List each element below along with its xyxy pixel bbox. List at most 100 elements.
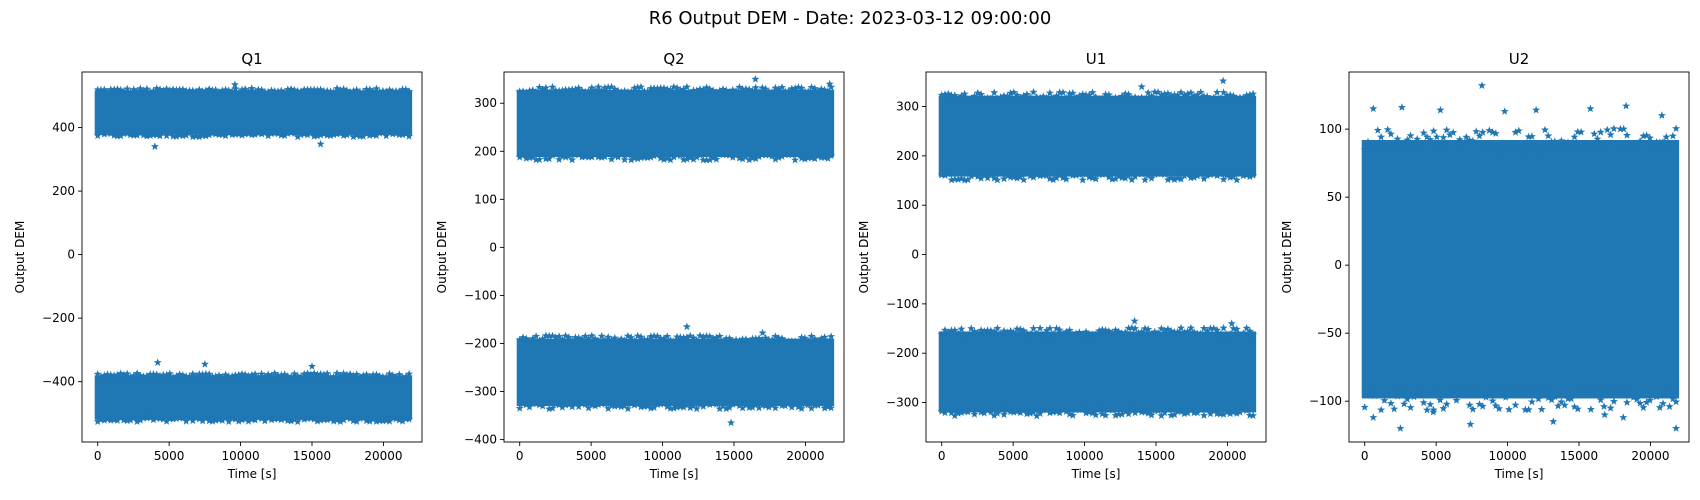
scatter-point (313, 417, 322, 425)
scatter-point (614, 153, 623, 161)
scatter-point (1137, 407, 1146, 416)
scatter-point-outlier (1477, 81, 1486, 89)
scatter-point (1229, 408, 1238, 416)
scatter-point (178, 414, 187, 422)
scatter-point (1619, 388, 1628, 397)
scatter-band-1 (516, 89, 835, 158)
scatter-point (1213, 326, 1222, 334)
y-axis-label: Output DEM (435, 221, 449, 294)
scatter-point (195, 132, 204, 141)
scatter-point (581, 400, 590, 408)
scatter-point (990, 327, 999, 336)
scatter-point (198, 416, 207, 425)
scatter-point (1521, 405, 1530, 414)
scatter-point (1104, 327, 1113, 335)
scatter-band-2 (516, 338, 835, 406)
scatter-point (1229, 172, 1238, 180)
scatter-point (1249, 171, 1258, 179)
scatter-point (535, 400, 544, 409)
scatter-point (310, 415, 319, 423)
scatter-point (1062, 327, 1071, 336)
scatter-point (977, 326, 986, 334)
scatter-point (568, 402, 577, 411)
scatter-point (1163, 325, 1172, 333)
scatter-point (597, 86, 606, 94)
scatter-point (326, 131, 335, 139)
scatter-band-2 (94, 375, 413, 420)
scatter-point (264, 370, 273, 378)
scatter-point (1118, 410, 1126, 418)
scatter-point (519, 333, 527, 341)
scatter-point (287, 416, 296, 425)
scatter-point (604, 333, 613, 341)
scatter-point (290, 369, 299, 378)
scatter-point (541, 83, 550, 92)
y-tick-label: −200 (886, 346, 919, 360)
scatter-point (1150, 406, 1159, 415)
scatter-point (1583, 387, 1592, 396)
scatter-point (1655, 403, 1664, 411)
scatter-point (362, 129, 371, 138)
scatter-point-outlier (1369, 104, 1378, 113)
scatter-point (728, 153, 737, 161)
scatter-point (405, 87, 414, 95)
scatter-point (1065, 326, 1074, 334)
scatter-point (356, 87, 364, 96)
scatter-point (221, 370, 230, 379)
scatter-point (1134, 406, 1143, 414)
scatter-point (682, 82, 691, 91)
scatter-point (1472, 127, 1481, 135)
scatter-point (251, 130, 260, 138)
scatter-point (1377, 132, 1386, 141)
scatter-point (1232, 175, 1241, 184)
scatter-point (251, 87, 260, 96)
scatter-point (1108, 328, 1117, 337)
scatter-point (676, 85, 685, 94)
scatter-band-edge-points (1360, 124, 1681, 414)
scatter-point (947, 175, 956, 184)
scatter-point (1373, 126, 1382, 134)
scatter-point (1154, 328, 1163, 337)
scatter-point (136, 129, 145, 137)
scatter-point (198, 131, 207, 140)
plot-area (93, 80, 414, 426)
scatter-point (699, 85, 708, 93)
scatter-point (827, 403, 836, 412)
scatter-point (545, 331, 554, 340)
scatter-point (578, 86, 586, 94)
scatter-point (732, 151, 741, 159)
scatter-point (564, 333, 573, 341)
scatter-point (1564, 394, 1572, 403)
scatter-point (103, 415, 112, 423)
scatter-point (1088, 88, 1097, 96)
scatter-point (954, 175, 963, 183)
scatter-point (574, 84, 583, 92)
scatter-point (1236, 408, 1244, 416)
scatter-point (817, 399, 826, 408)
plot-area (937, 76, 1258, 420)
scatter-point (771, 155, 780, 163)
scatter-point (280, 370, 289, 378)
scatter-point (126, 416, 135, 424)
scatter-point (732, 335, 741, 344)
scatter-point (535, 155, 544, 163)
scatter-point (996, 329, 1005, 337)
scatter-point (627, 399, 636, 408)
scatter-point (405, 132, 414, 140)
scatter-point (346, 129, 355, 137)
scatter-point (1659, 137, 1667, 146)
y-tick-label: 300 (474, 96, 497, 110)
scatter-point (231, 371, 240, 379)
scatter-point (156, 85, 164, 93)
panel-title: U2 (1509, 50, 1530, 68)
scatter-point (1049, 175, 1058, 184)
scatter-point (1462, 133, 1471, 141)
scatter-point (996, 93, 1005, 101)
scatter-point (1632, 143, 1641, 152)
scatter-point (319, 370, 328, 378)
scatter-point (990, 411, 999, 419)
scatter-point (1016, 172, 1025, 181)
scatter-point (954, 329, 963, 337)
scatter-point (1141, 408, 1149, 416)
scatter-point (339, 415, 348, 424)
